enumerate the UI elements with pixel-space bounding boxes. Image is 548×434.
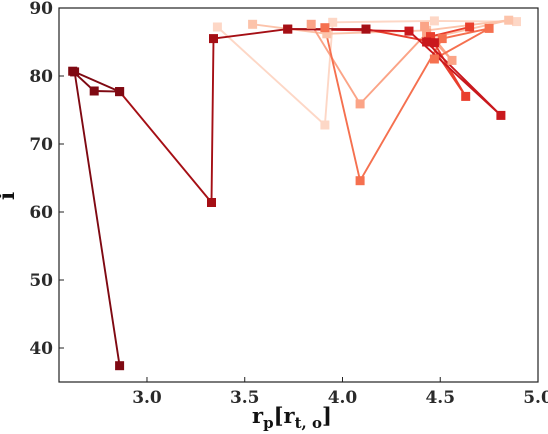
data-point-s8-5 — [115, 361, 125, 371]
data-point-s4-4 — [484, 23, 494, 33]
data-point-s1-1 — [212, 22, 222, 32]
data-point-s3-4 — [447, 55, 457, 65]
y-tick-label: 70 — [29, 135, 53, 155]
data-point-s7-4 — [283, 24, 293, 34]
axis-ticks: 3.0 3.5 4.0 4.5 5.0 40 50 60 70 80 90 — [29, 0, 548, 408]
y-tick-label: 50 — [29, 271, 53, 291]
plot-frame — [58, 7, 539, 383]
x-axis-label: rp[rt, o] — [252, 403, 332, 432]
data-point-s1-3 — [328, 17, 338, 27]
series-lines — [72, 19, 517, 366]
data-point-s4-2 — [355, 176, 365, 186]
data-point-s1-4 — [429, 16, 439, 26]
y-tick-label: 40 — [29, 339, 53, 359]
data-point-s5-3 — [461, 91, 471, 101]
data-point-s1-5 — [512, 17, 521, 27]
series-line-1 — [216, 19, 517, 126]
data-point-s1-2 — [320, 120, 330, 130]
data-point-s8-3 — [115, 87, 125, 97]
x-tick-label: 3.0 — [132, 388, 162, 408]
data-point-s2-1 — [248, 19, 258, 29]
y-tick-label: 60 — [29, 203, 53, 223]
data-point-s2-2 — [322, 29, 332, 39]
series-markers — [68, 15, 521, 371]
x-tick-label: 4.5 — [425, 388, 455, 408]
data-point-s8-2 — [89, 86, 99, 96]
data-point-s2-4 — [504, 15, 514, 25]
x-tick-label: 5.0 — [523, 388, 548, 408]
data-point-s6-5 — [429, 38, 439, 48]
series-line-4 — [323, 27, 491, 182]
data-point-s7-3 — [209, 34, 218, 44]
series-line-6 — [287, 28, 502, 117]
data-point-s4-1 — [320, 23, 330, 33]
data-point-s6-3 — [496, 110, 506, 120]
y-tick-label: 90 — [29, 0, 53, 19]
data-point-s7-2 — [207, 198, 216, 207]
data-point-s3-5 — [420, 21, 430, 31]
data-point-s5-5 — [465, 22, 475, 32]
data-point-s3-2 — [355, 99, 365, 109]
data-point-s4-3 — [437, 34, 447, 44]
data-point-s6-2 — [404, 26, 414, 36]
data-point-s5-4 — [426, 32, 435, 42]
data-point-s3-1 — [306, 19, 316, 29]
y-tick-label: 80 — [29, 67, 53, 87]
x-tick-label: 3.5 — [230, 388, 260, 408]
series-line-8 — [72, 70, 121, 366]
x-tick-label: 4.0 — [328, 388, 358, 408]
data-point-s6-4 — [422, 37, 432, 47]
data-point-s7-5 — [361, 24, 371, 34]
data-point-s8-4 — [70, 67, 80, 77]
data-point-s4-5 — [429, 54, 439, 64]
y-axis-label: i — [0, 192, 20, 200]
